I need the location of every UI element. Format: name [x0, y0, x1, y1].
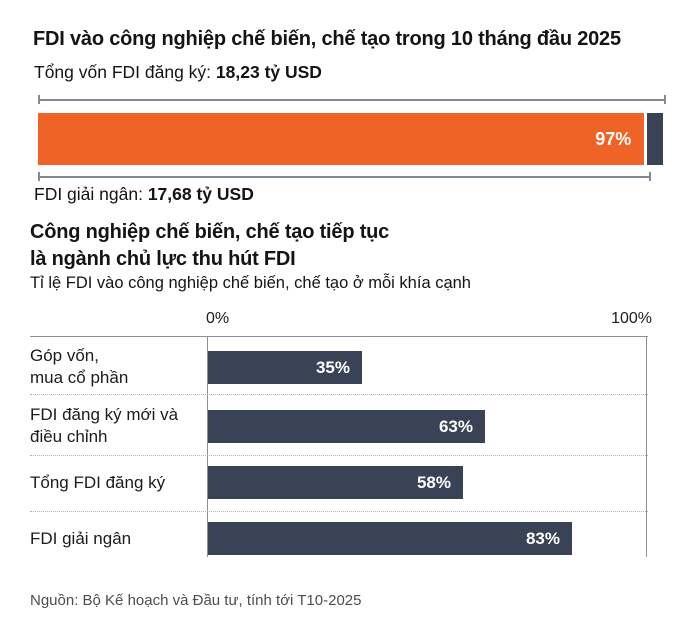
bar-fdi-giai-ngan: 83%	[208, 522, 572, 555]
x-axis-line-100	[646, 336, 647, 557]
disbursed-fdi-label: FDI giải ngân:	[34, 184, 143, 204]
x-axis-line-0	[207, 336, 208, 557]
category-label: FDI giải ngân	[30, 528, 131, 550]
category-label-line: FDI đăng ký mới và	[30, 405, 179, 424]
disbursed-percent-label: 97%	[595, 129, 632, 149]
registered-fdi-label: Tổng vốn FDI đăng ký:	[34, 62, 212, 82]
source-note: Nguồn: Bộ Kế hoạch và Đầu tư, tính tới T…	[30, 592, 362, 609]
row-separator	[30, 511, 648, 512]
section-heading-line1: Công nghiệp chế biến, chế tạo tiếp tục	[30, 221, 390, 243]
disbursed-segment: 97%	[38, 113, 645, 165]
registered-fdi-line: Tổng vốn FDI đăng ký: 18,23 tỷ USD	[34, 62, 322, 83]
bar-value-label: 83%	[525, 529, 560, 548]
category-label: Góp vốn, mua cổ phần	[30, 345, 128, 388]
category-label-line: Tổng FDI đăng ký	[30, 473, 166, 492]
remainder-segment	[647, 113, 663, 165]
bar-value-label: 58%	[416, 473, 451, 492]
row-separator	[30, 455, 648, 456]
bar-value-label: 63%	[438, 417, 473, 436]
bar-fdi-dang-ky-moi: 63%	[208, 410, 485, 443]
chart-top-border	[30, 336, 648, 337]
category-label-line: điều chỉnh	[30, 426, 108, 446]
section-heading-line2: là ngành chủ lực thu hút FDI	[30, 248, 296, 270]
registered-fdi-value: 18,23 tỷ USD	[215, 62, 322, 82]
category-label: FDI đăng ký mới và điều chỉnh	[30, 404, 178, 447]
row-separator	[30, 394, 648, 395]
disbursement-ratio-bar: 97%	[38, 113, 663, 165]
section-heading: Công nghiệp chế biến, chế tạo tiếp tục l…	[30, 219, 389, 273]
bar-value-label: 35%	[315, 358, 350, 377]
x-axis-tick-0: 0%	[206, 310, 230, 327]
bar-gop-von: 35%	[208, 351, 362, 384]
section-subheading: Tỉ lệ FDI vào công nghiệp chế biến, chế …	[30, 274, 471, 292]
category-label: Tổng FDI đăng ký	[30, 472, 165, 494]
category-label-line: FDI giải ngân	[30, 529, 132, 548]
disbursed-fdi-ruler	[38, 172, 651, 181]
total-fdi-ruler	[38, 95, 666, 104]
x-axis-tick-100: 100%	[611, 310, 652, 327]
page-title: FDI vào công nghiệp chế biến, chế tạo tr…	[33, 28, 621, 50]
bar-tong-fdi-dang-ky: 58%	[208, 466, 463, 499]
disbursed-fdi-value: 17,68 tỷ USD	[147, 184, 254, 204]
disbursed-fdi-line: FDI giải ngân: 17,68 tỷ USD	[34, 184, 254, 205]
category-label-line: Góp vốn,	[30, 346, 99, 365]
category-label-line: mua cổ phần	[30, 367, 129, 387]
